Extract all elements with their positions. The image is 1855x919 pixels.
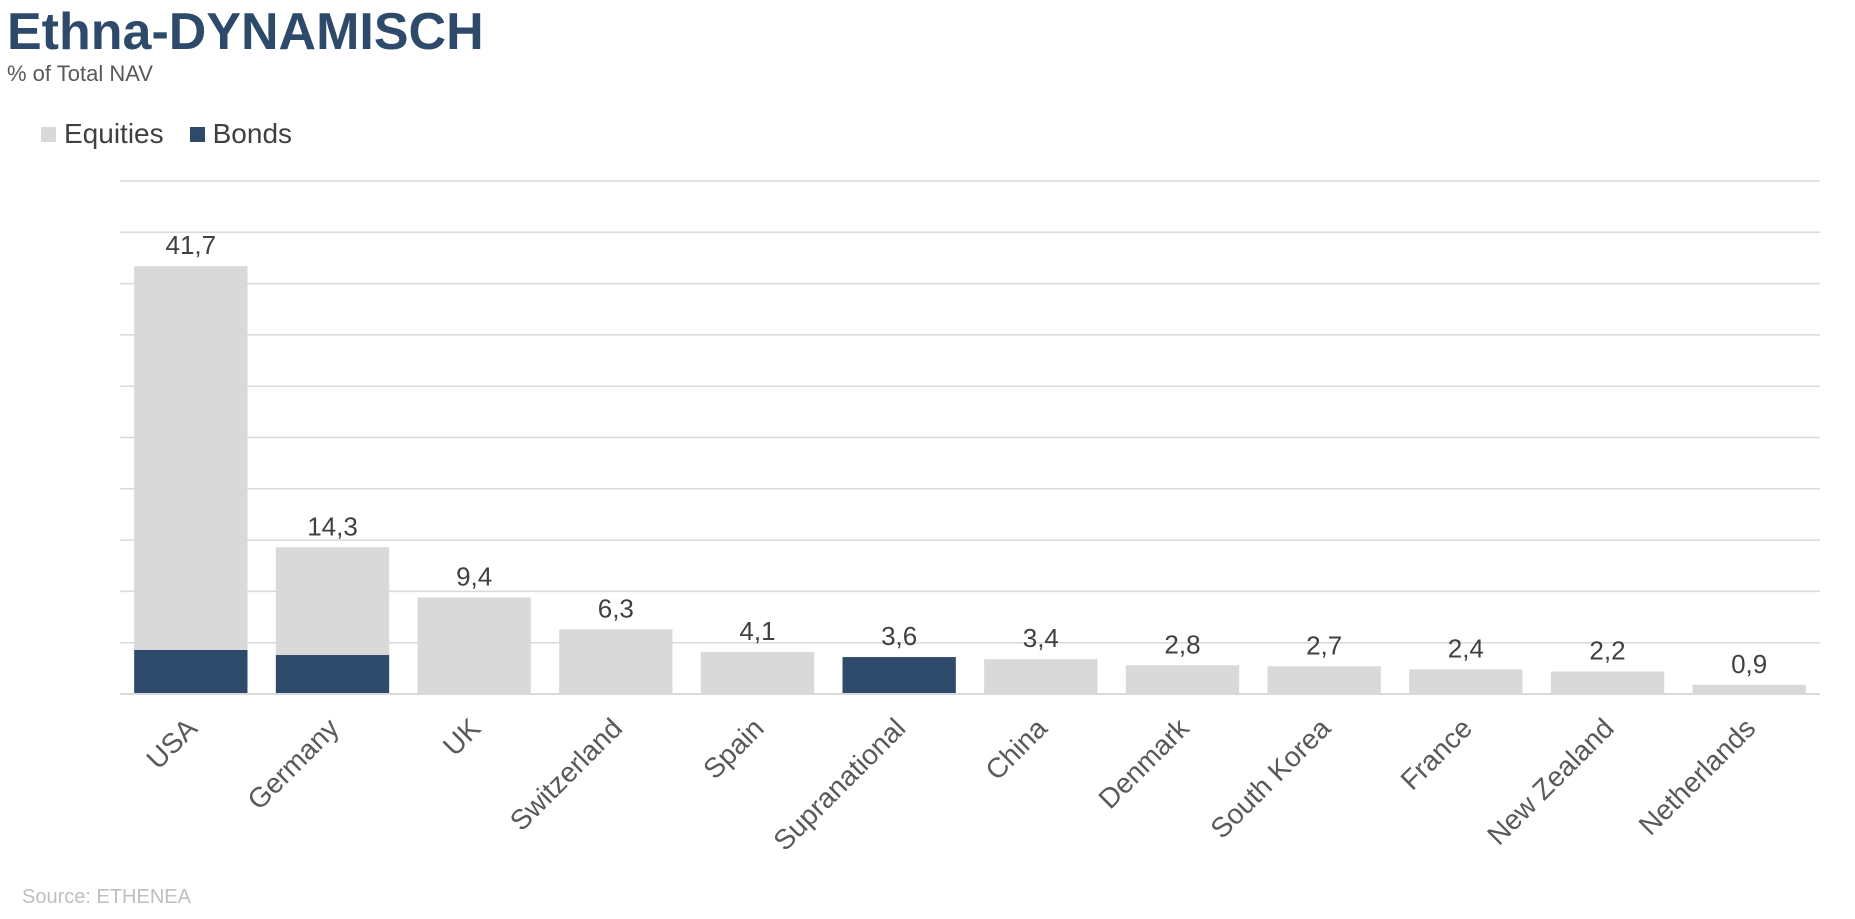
data-label: 2,2: [1589, 635, 1625, 665]
legend-label-equities: Equities: [64, 118, 164, 149]
legend-label-bonds: Bonds: [212, 118, 293, 149]
x-tick-label: UK: [437, 712, 487, 762]
data-labels: 41,7 14,3 9,4 6,3 4,1 3,6 3,4 2,8 2,7 2,4 2,2 0,9: [166, 230, 1768, 679]
chart-title: Ethna-DYNAMISCH: [7, 3, 484, 61]
bar-equities-new-zealand: [1550, 671, 1665, 694]
data-label: 3,6: [881, 621, 917, 651]
x-tick-label: USA: [140, 712, 203, 775]
bar-equities-germany: [275, 547, 390, 656]
chart-subtitle: % of Total NAV: [7, 61, 153, 86]
legend-item-bonds: Bonds: [189, 118, 293, 150]
x-tick-label: Supranational: [767, 712, 911, 856]
data-label: 4,1: [739, 616, 775, 646]
bar-bonds-supranational: [842, 657, 956, 694]
data-label: 0,9: [1731, 649, 1767, 679]
bars: [134, 266, 1806, 694]
bar-equities-usa: [134, 266, 248, 650]
bar-equities-switzerland: [559, 629, 673, 694]
x-tick-label: Denmark: [1092, 712, 1195, 815]
x-tick-label: China: [979, 712, 1053, 786]
data-label: 3,4: [1023, 623, 1059, 653]
x-axis-tick-labels: USA Germany UK Switzerland SpainSupranationa…: [140, 712, 1761, 857]
x-tick-label: Netherlands: [1633, 712, 1762, 841]
data-label: 6,3: [598, 593, 634, 623]
legend-swatch-equities: [41, 126, 56, 142]
bar-bonds-usa: [134, 649, 248, 694]
data-label: 2,8: [1164, 629, 1200, 659]
bar-equities-uk: [417, 597, 531, 694]
x-tick-label: Switzerland: [504, 712, 628, 836]
data-label: 2,7: [1306, 630, 1342, 660]
gridlines: [120, 180, 1820, 644]
bar-equities-south-korea: [1267, 666, 1381, 694]
x-tick-label: New Zealand: [1481, 712, 1620, 851]
legend-swatch-bonds: [189, 126, 205, 142]
x-tick-label: Spain: [697, 712, 770, 785]
x-tick-label: France: [1395, 712, 1479, 796]
data-label: 2,4: [1448, 633, 1484, 663]
x-tick-label: Germany: [241, 712, 344, 815]
bar-equities-china: [984, 659, 1098, 694]
data-label: 14,3: [307, 511, 358, 541]
data-label: 9,4: [456, 562, 492, 592]
bar-equities-spain: [700, 651, 815, 694]
legend-item-equities: Equities: [41, 118, 164, 150]
bar-equities-denmark: [1125, 665, 1240, 694]
bar-equities-netherlands: [1692, 684, 1806, 694]
bar-equities-france: [1409, 669, 1523, 694]
bar-bonds-germany: [275, 655, 390, 694]
chart-legend: Equities Bonds: [41, 118, 318, 150]
source-note: Source: ETHENEA: [22, 886, 191, 908]
x-tick-label: South Korea: [1204, 712, 1336, 844]
data-label: 41,7: [166, 230, 217, 260]
